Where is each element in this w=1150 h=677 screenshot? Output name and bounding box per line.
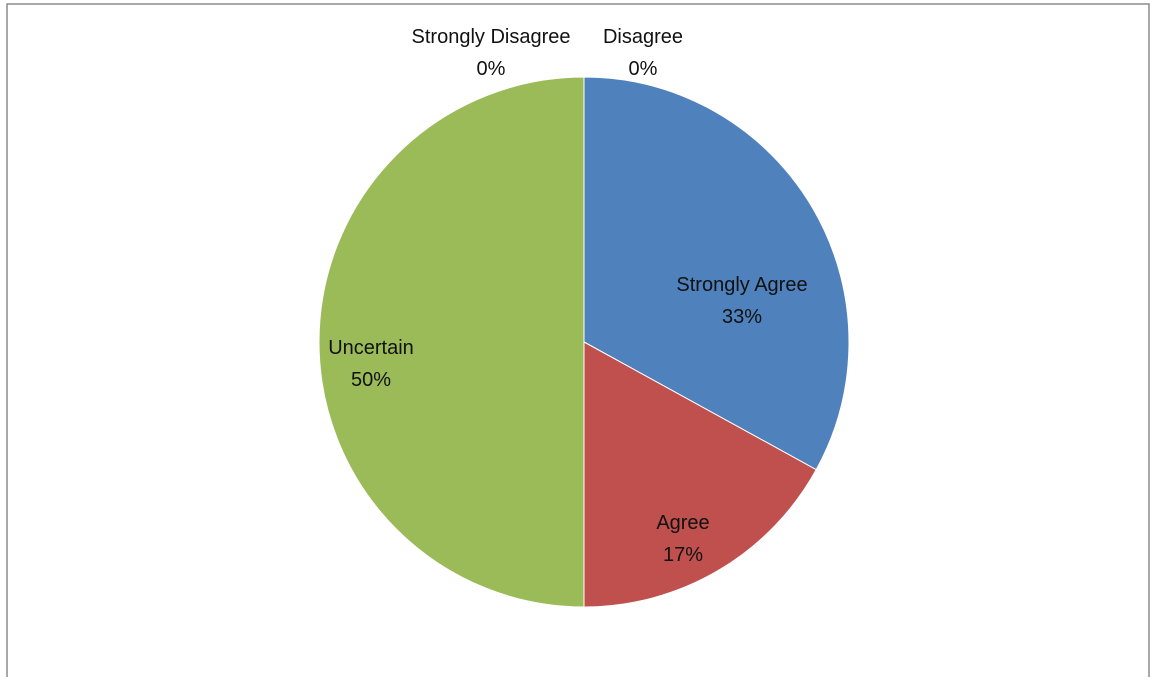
chart-border bbox=[6, 3, 1150, 677]
slice-name-strongly-agree: Strongly Agree bbox=[676, 274, 807, 296]
slice-name-disagree: Disagree bbox=[603, 26, 683, 48]
slice-label-strongly-disagree: Strongly Disagree 0% bbox=[412, 26, 571, 80]
slice-label-agree: Agree 17% bbox=[656, 512, 709, 566]
slice-name-agree: Agree bbox=[656, 512, 709, 534]
slice-label-disagree: Disagree 0% bbox=[603, 26, 683, 80]
pie-slice-strongly-agree bbox=[583, 76, 850, 471]
slice-label-strongly-agree: Strongly Agree 33% bbox=[676, 274, 807, 328]
slice-percent-uncertain: 50% bbox=[351, 369, 391, 391]
slice-percent-disagree: 0% bbox=[629, 58, 658, 80]
slice-percent-strongly-agree: 33% bbox=[722, 306, 762, 328]
slice-percent-agree: 17% bbox=[663, 544, 703, 566]
pie-slice-agree bbox=[583, 341, 817, 608]
slice-name-strongly-disagree: Strongly Disagree bbox=[412, 26, 571, 48]
slice-percent-strongly-disagree: 0% bbox=[477, 58, 506, 80]
slice-label-uncertain: Uncertain 50% bbox=[328, 337, 414, 391]
pie-slice-uncertain bbox=[318, 76, 585, 608]
slice-name-uncertain: Uncertain bbox=[328, 337, 414, 359]
pie-slices bbox=[318, 76, 850, 608]
